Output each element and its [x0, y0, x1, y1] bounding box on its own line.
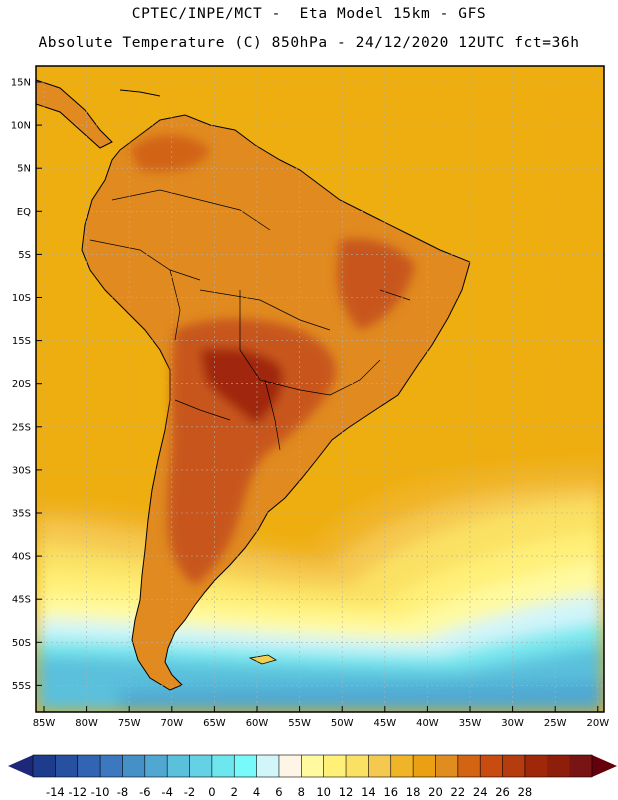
- colorbar-label: 2: [231, 785, 238, 799]
- lon-label: 70W: [160, 718, 183, 729]
- lat-label: 20S: [12, 379, 31, 390]
- colorbar-label: 6: [275, 785, 282, 799]
- colorbar-label: 8: [298, 785, 305, 799]
- colorbar-label: 20: [428, 785, 443, 799]
- colorbar-swatch: [144, 755, 168, 777]
- colorbar-swatch: [547, 755, 571, 777]
- lat-label: 5S: [18, 250, 31, 261]
- longitude-axis: 85W 80W 75W 70W 65W 60W 55W 50W 45W 40W 35W 30W 25W 2…: [33, 706, 609, 729]
- lat-label: 5N: [17, 164, 31, 175]
- colorbar-swatch: [55, 755, 79, 777]
- lon-label: 85W: [33, 718, 56, 729]
- colorbar-max-arrow: [592, 755, 617, 777]
- colorbar-swatch: [33, 755, 56, 777]
- lat-label: 40S: [12, 552, 31, 563]
- lon-label: 25W: [544, 718, 567, 729]
- colorbar-label: 26: [495, 785, 510, 799]
- colorbar-swatch: [524, 755, 548, 777]
- colorbar-label: -10: [91, 785, 110, 799]
- band-minus2c: [120, 680, 604, 712]
- colorbar-label: -2: [184, 785, 195, 799]
- colorbar-swatch: [211, 755, 235, 777]
- colorbar-swatch: [435, 755, 459, 777]
- colorbar-label: 4: [253, 785, 260, 799]
- lon-label: 65W: [203, 718, 226, 729]
- colorbar-label: -14: [46, 785, 65, 799]
- colorbar-swatch: [301, 755, 325, 777]
- chart-title-line2: Absolute Temperature (C) 850hPa - 24/12/…: [38, 35, 580, 51]
- colorbar-label: 12: [339, 785, 354, 799]
- colorbar-label: 22: [451, 785, 466, 799]
- warm-core-north: [130, 135, 210, 172]
- caribbean-islands: [119, 89, 161, 97]
- colorbar-label: 10: [316, 785, 331, 799]
- colorbar-swatch: [323, 755, 347, 777]
- colorbar-swatch: [189, 755, 213, 777]
- lon-label: 40W: [416, 718, 439, 729]
- colorbar-swatch: [278, 755, 302, 777]
- colorbar-swatch: [167, 755, 190, 777]
- colorbar-swatch: [480, 755, 503, 777]
- lon-label: 45W: [373, 718, 396, 729]
- colorbar-swatch: [368, 755, 392, 777]
- lat-label: 10S: [12, 293, 31, 304]
- lat-label: 35S: [12, 509, 31, 520]
- lat-label: 15N: [11, 78, 31, 89]
- lat-label: 30S: [12, 465, 31, 476]
- colorbar-swatch: [122, 755, 146, 777]
- lon-label: 35W: [459, 718, 482, 729]
- colorbar-swatch: [100, 755, 123, 777]
- lat-label: EQ: [17, 207, 31, 218]
- country-borders: [89, 189, 411, 451]
- lon-label: 30W: [501, 718, 524, 729]
- temperature-field: [36, 66, 604, 712]
- colorbar-swatch: [256, 755, 280, 777]
- colorbar-label: -8: [117, 785, 128, 799]
- chart-title-line1: CPTEC/INPE/MCT - Eta Model 15km - GFS: [131, 6, 487, 22]
- colorbar-frame: [32, 754, 593, 778]
- colorbar-label: -4: [161, 785, 172, 799]
- lon-label: 80W: [75, 718, 98, 729]
- colorbar-swatch: [77, 755, 101, 777]
- colorbar-swatch: [346, 755, 369, 777]
- colorbar-swatch: [569, 755, 593, 777]
- colorbar-label: 24: [473, 785, 488, 799]
- colorbar-swatch: [413, 755, 436, 777]
- map-frame: [35, 65, 605, 713]
- lat-label: 25S: [12, 422, 31, 433]
- falkland-islands: [248, 654, 277, 665]
- colorbar-legend: -14 -12 -10 -8 -6 -4 -2 0 2 4 6 8 10 12 14 16 18 20 22 24 26…: [8, 754, 617, 799]
- lon-label: 20W: [586, 718, 609, 729]
- colorbar-label: 0: [208, 785, 215, 799]
- hot-core-northeast: [337, 238, 415, 330]
- colorbar-swatch: [457, 755, 481, 777]
- colorbar-swatch: [390, 755, 414, 777]
- lat-label: 45S: [12, 595, 31, 606]
- colorbar-label: 28: [518, 785, 533, 799]
- colorbar-swatch: [502, 755, 526, 777]
- colorbar-label: 16: [383, 785, 398, 799]
- lon-label: 50W: [331, 718, 354, 729]
- lon-label: 60W: [246, 718, 269, 729]
- lon-label: 55W: [288, 718, 311, 729]
- colorbar-label: -12: [68, 785, 87, 799]
- colorbar-swatch: [234, 755, 257, 777]
- colorbar-label: 18: [406, 785, 421, 799]
- lon-label: 75W: [118, 718, 141, 729]
- hottest-core: [200, 348, 284, 425]
- lat-label: 10N: [11, 121, 31, 132]
- latitude-axis: 15N 10N 5N EQ 5S 10S 15S 20S 25S 30S 35S 40S 45S 50S 5…: [11, 78, 42, 692]
- lat-label: 50S: [12, 638, 31, 649]
- colorbar-min-arrow: [8, 755, 33, 777]
- colorbar-label: 14: [361, 785, 376, 799]
- central-america: [36, 79, 113, 149]
- lat-label: 15S: [12, 336, 31, 347]
- colorbar-label: -6: [139, 785, 150, 799]
- lat-label: 55S: [12, 681, 31, 692]
